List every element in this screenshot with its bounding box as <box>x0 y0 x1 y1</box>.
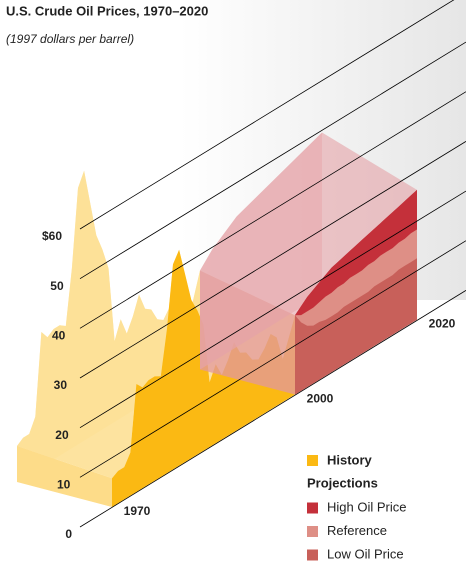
area-top <box>200 132 417 316</box>
y-tick-label: 0 <box>65 527 72 541</box>
area-front <box>112 249 295 508</box>
grid-line <box>79 290 466 528</box>
grid-line <box>79 41 466 280</box>
legend-heading: Projections <box>307 475 378 490</box>
x-tick-label: 2000 <box>307 392 334 406</box>
legend-swatch <box>307 549 318 561</box>
area-side <box>17 446 112 507</box>
y-tick-label: 20 <box>55 428 69 442</box>
area-side <box>200 270 295 395</box>
legend-label: History <box>327 452 373 467</box>
grid-line <box>79 141 466 379</box>
x-tick-label: 1970 <box>124 504 151 518</box>
legend-swatch <box>307 526 318 537</box>
legend-label: Low Oil Price <box>327 546 404 561</box>
y-tick-label: $60 <box>42 229 62 243</box>
grid-line <box>79 240 466 478</box>
grid-line <box>79 91 466 329</box>
chart-title: U.S. Crude Oil Prices, 1970–2020 <box>6 3 208 18</box>
area-top <box>17 170 295 479</box>
y-tick-label: 10 <box>57 478 71 492</box>
legend-label: Reference <box>327 523 387 538</box>
x-tick-label: 2020 <box>429 317 456 331</box>
grid-line <box>79 190 466 429</box>
legend-swatch <box>307 502 318 514</box>
y-tick-label: 50 <box>50 279 64 293</box>
y-tick-label: 30 <box>54 378 68 392</box>
chart-subtitle: (1997 dollars per barrel) <box>6 32 134 46</box>
legend-swatch <box>307 455 318 466</box>
grid-line <box>79 0 455 230</box>
legend-label: High Oil Price <box>327 499 406 514</box>
y-tick-label: 40 <box>52 329 66 343</box>
area-front <box>295 258 417 395</box>
